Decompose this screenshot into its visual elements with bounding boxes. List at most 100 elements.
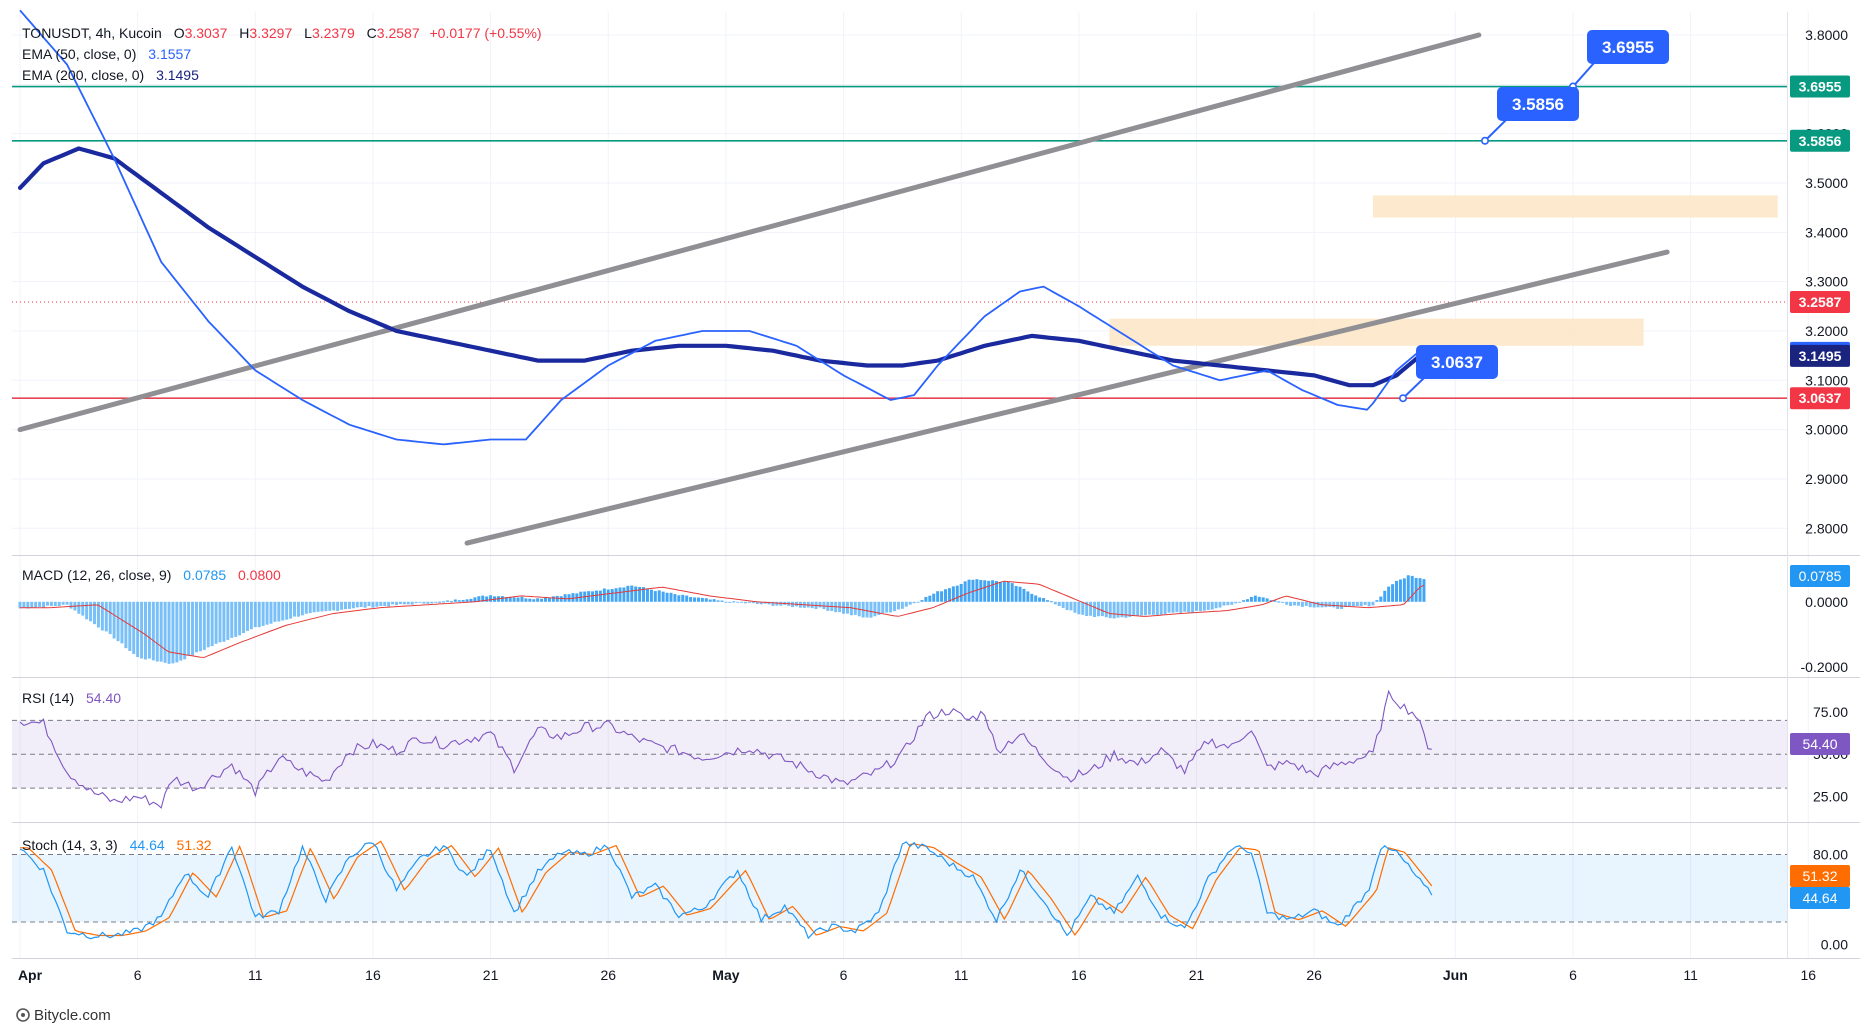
macd-bar-117 [477, 596, 481, 602]
ema200-value: 3.1495 [156, 67, 199, 83]
macd-bar-17 [85, 601, 89, 620]
macd-bar-343 [1363, 601, 1367, 605]
macd-bar-167 [673, 594, 677, 602]
macd-bar-328 [1304, 601, 1308, 606]
macd-bar-293 [1167, 601, 1171, 613]
macd-bar-5 [38, 601, 42, 607]
price-tick-label-2: 3.0000 [1805, 422, 1848, 438]
macd-bar-74 [308, 601, 312, 614]
macd-bar-298 [1187, 601, 1191, 613]
macd-bar-120 [489, 595, 493, 602]
macd-bar-158 [638, 586, 642, 602]
high-value: 3.3297 [249, 25, 292, 41]
macd-bar-139 [563, 594, 567, 602]
macd-bar-162 [653, 591, 657, 602]
callout-leader-1 [1484, 119, 1507, 142]
macd-bar-40 [175, 601, 179, 663]
macd-bar-271 [1081, 601, 1085, 615]
macd-bar-267 [1065, 601, 1069, 611]
macd-bar-262 [1045, 600, 1049, 602]
macd-bar-101 [414, 601, 418, 604]
stoch-k-badge-text: 44.64 [1802, 890, 1837, 906]
price-channel[interactable] [17, 32, 1670, 546]
stoch-d-line [20, 840, 1433, 937]
macd-bar-250 [998, 581, 1002, 602]
macd-legend[interactable]: MACD (12, 26, close, 9) 0.0785 0.0800 [22, 567, 281, 583]
macd-bar-151 [610, 589, 614, 602]
macd-value: 0.0785 [183, 567, 226, 583]
macd-bar-341 [1355, 601, 1359, 607]
macd-bar-223 [893, 601, 897, 612]
macd-bar-350 [1391, 584, 1395, 602]
macd-bar-177 [712, 599, 716, 602]
macd-bar-155 [626, 585, 630, 602]
price-tick-label-0: 2.8000 [1805, 520, 1848, 536]
macd-bar-87 [359, 601, 363, 608]
macd-bar-111 [453, 599, 457, 602]
watermark[interactable]: Bitycle.com [16, 1007, 111, 1024]
rsi-value: 54.40 [86, 690, 121, 706]
macd-bar-15 [77, 601, 81, 614]
macd-bar-230 [920, 600, 924, 602]
macd-bar-287 [1144, 601, 1148, 616]
time-tick-label-14: 11 [1683, 967, 1698, 983]
macd-bar-220 [881, 601, 885, 614]
macd-bar-126 [512, 597, 516, 602]
macd-bar-357 [1418, 578, 1422, 602]
macd-bar-229 [916, 601, 920, 603]
time-tick-label-0: Apr [18, 967, 43, 983]
stoch-pane [19, 840, 1433, 940]
macd-bar-346 [1375, 600, 1379, 602]
macd-bar-99 [406, 601, 410, 605]
price-badge-2: 3.2587 [1799, 294, 1842, 310]
macd-bar-102 [418, 601, 422, 603]
macd-bar-105 [430, 601, 434, 604]
macd-bar-96 [394, 601, 398, 606]
macd-bar-27 [124, 601, 128, 649]
macd-bar-42 [183, 601, 187, 660]
macd-bar-168 [677, 595, 681, 602]
macd-bar-22 [104, 601, 108, 632]
stoch-d-badge-text: 51.32 [1802, 868, 1837, 884]
macd-bar-259 [1034, 595, 1038, 602]
macd-bar-355 [1410, 575, 1414, 602]
macd-bar-115 [469, 598, 473, 602]
stoch-legend[interactable]: Stoch (14, 3, 3) 44.64 51.32 [22, 837, 212, 853]
macd-bar-77 [320, 601, 324, 612]
legend-ema50[interactable]: EMA (50, close, 0) 3.1557 [22, 46, 191, 62]
macd-bar-64 [269, 601, 273, 624]
macd-bar-243 [971, 579, 975, 602]
callout-box-2 [1416, 345, 1498, 379]
macd-bar-322 [1281, 601, 1285, 603]
macd-bar-149 [602, 588, 606, 602]
open-value: 3.3037 [185, 25, 228, 41]
rsi-legend[interactable]: RSI (14) 54.40 [22, 690, 121, 706]
macd-bar-11 [61, 601, 65, 605]
macd-bar-231 [924, 596, 928, 602]
macd-bar-141 [571, 593, 575, 602]
macd-bar-98 [402, 601, 406, 605]
macd-bar-128 [520, 596, 524, 602]
macd-bar-107 [438, 601, 442, 603]
stoch-tick-label-1: 0.00 [1821, 937, 1848, 953]
macd-bar-345 [1371, 601, 1375, 606]
macd-bar-205 [822, 601, 826, 610]
macd-bar-7 [45, 601, 49, 606]
macd-bar-305 [1214, 601, 1218, 609]
macd-bar-222 [889, 601, 893, 613]
macd-bar-210 [842, 601, 846, 614]
level-callouts[interactable]: 3.6955 3.5856 3.0637 [1399, 30, 1669, 403]
macd-bar-323 [1285, 601, 1289, 605]
macd-bar-18 [89, 601, 93, 622]
macd-bar-134 [544, 597, 548, 602]
macd-bar-316 [1257, 596, 1261, 602]
macd-bar-273 [1089, 601, 1093, 616]
legend-ema200[interactable]: EMA (200, close, 0) 3.1495 [22, 67, 199, 83]
macd-bar-3 [30, 601, 34, 609]
macd-bar-315 [1253, 595, 1257, 602]
macd-bar-150 [606, 589, 610, 602]
macd-bar-97 [398, 601, 402, 605]
low-value: 3.2379 [312, 25, 355, 41]
supply-demand-zones[interactable] [1109, 195, 1778, 346]
